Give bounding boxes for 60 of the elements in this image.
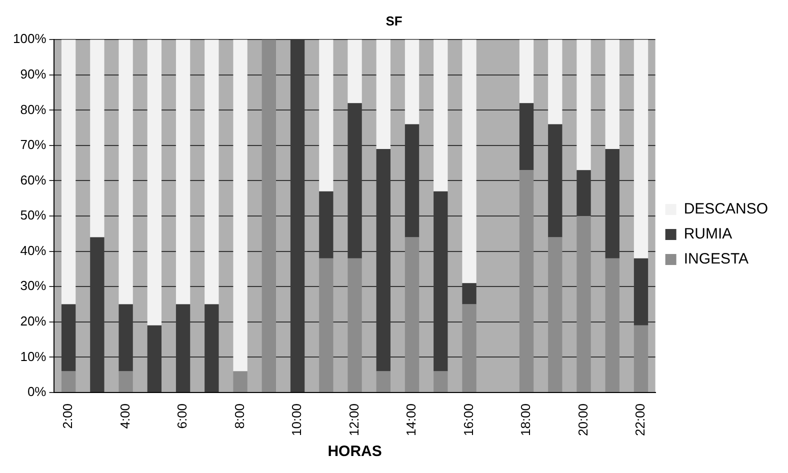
- y-tick-label: 90%: [20, 66, 47, 82]
- bar: [634, 40, 648, 258]
- bar: [376, 371, 390, 392]
- x-tick-label: 4:00: [117, 403, 132, 429]
- y-tick-label: 0%: [27, 384, 47, 400]
- bar: [404, 237, 420, 392]
- bar: [176, 40, 190, 304]
- bar: [634, 325, 648, 392]
- y-tick-label: 70%: [20, 137, 47, 152]
- x-tick-label: 12:00: [346, 403, 362, 436]
- bar: [118, 40, 133, 304]
- bar: [519, 170, 534, 392]
- y-tick-label: 80%: [20, 102, 47, 117]
- bar: [576, 40, 591, 170]
- bar: [90, 40, 104, 238]
- x-tick-label: 10:00: [289, 403, 304, 436]
- y-tick-label: 40%: [20, 242, 47, 258]
- bar: [462, 304, 476, 392]
- bar: [519, 40, 534, 104]
- bar: [118, 371, 133, 392]
- x-tick-label: 2:00: [60, 403, 76, 429]
- y-tick-label: 50%: [20, 208, 47, 223]
- x-tick-label: 16:00: [460, 403, 476, 436]
- bar: [319, 258, 334, 392]
- y-tick-label: 30%: [20, 278, 47, 294]
- bar: [434, 371, 448, 392]
- bar: [548, 40, 562, 124]
- y-tick-label: 10%: [20, 348, 47, 364]
- bar: [434, 40, 448, 192]
- bar: [61, 371, 76, 392]
- x-tick-label: 20:00: [575, 403, 590, 436]
- bar: [404, 40, 420, 124]
- bar: [147, 40, 162, 326]
- bar: [348, 40, 362, 104]
- legend-label: DESCANSO: [684, 200, 768, 218]
- bar: [462, 40, 476, 284]
- bar: [348, 258, 362, 392]
- bar: [319, 40, 334, 192]
- legend-label: RUMIA: [684, 226, 732, 243]
- bar: [233, 371, 248, 392]
- chart-title: SF: [386, 13, 402, 28]
- bar: [376, 40, 390, 149]
- x-tick-label: 22:00: [632, 403, 648, 436]
- bar: [61, 40, 76, 304]
- bar: [262, 40, 276, 392]
- bar: [548, 237, 562, 392]
- y-tick-label: 60%: [20, 172, 47, 188]
- bar: [605, 40, 620, 149]
- bar: [233, 40, 248, 372]
- x-tick-label: 14:00: [404, 403, 419, 436]
- y-tick-label: 20%: [20, 313, 47, 328]
- bar: [605, 258, 620, 392]
- legend-label: INGESTA: [684, 250, 749, 268]
- bar: [204, 40, 219, 304]
- x-tick-label: 8:00: [232, 403, 247, 429]
- x-tick-label: 6:00: [174, 403, 190, 429]
- y-tick-label: 100%: [13, 31, 47, 46]
- x-axis-title: HORAS: [328, 443, 382, 460]
- bar: [576, 216, 591, 392]
- x-tick-label: 18:00: [518, 403, 534, 436]
